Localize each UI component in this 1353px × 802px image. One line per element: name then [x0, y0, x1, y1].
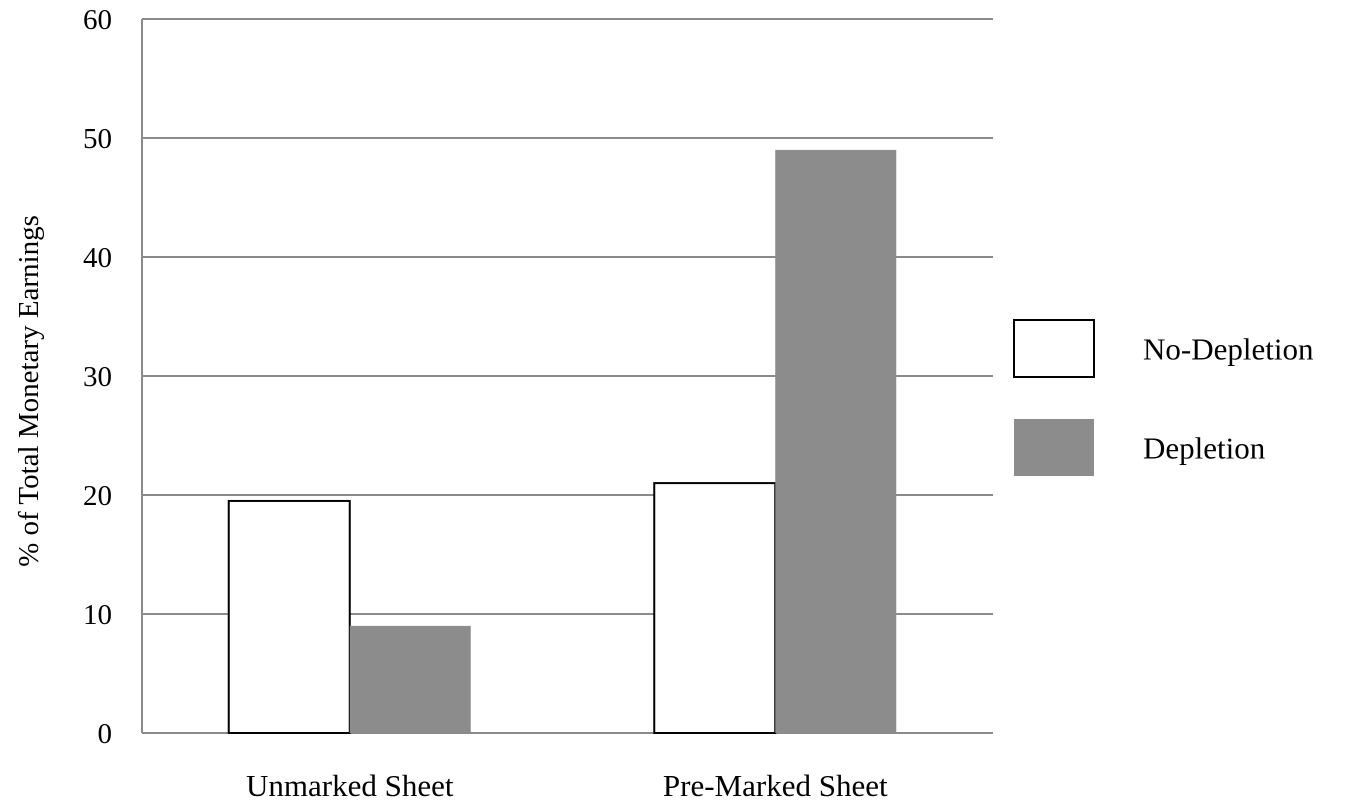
- y-tick-label: 40: [83, 242, 112, 274]
- x-category-label: Unmarked Sheet: [246, 768, 454, 802]
- y-tick-label: 50: [83, 123, 112, 155]
- legend: No-Depletion Depletion: [1013, 319, 1314, 476]
- y-tick-label: 30: [83, 361, 112, 393]
- y-tick-label: 60: [83, 4, 112, 36]
- y-tick-label: 20: [83, 480, 112, 512]
- bar-depletion-1: [775, 149, 897, 733]
- x-category-label: Pre-Marked Sheet: [663, 768, 888, 802]
- y-tick-label: 10: [83, 599, 112, 631]
- legend-swatch-depletion: [1014, 419, 1094, 476]
- x-category-labels: Unmarked Sheet Pre-Marked Sheet: [246, 768, 888, 802]
- bar-no-depletion-1: [653, 482, 777, 734]
- y-axis-title: % of Total Monetary Earnings: [13, 215, 45, 567]
- bar-no-depletion-0: [227, 499, 351, 735]
- legend-label: No-Depletion: [1143, 332, 1314, 367]
- y-tick-labels: 0 10 20 30 40 50 60: [83, 4, 112, 750]
- y-tick-label: 0: [98, 718, 113, 750]
- legend-swatch-no-depletion: [1013, 319, 1095, 378]
- legend-label: Depletion: [1143, 431, 1266, 466]
- bars: [227, 149, 897, 735]
- bar-depletion-0: [349, 625, 471, 733]
